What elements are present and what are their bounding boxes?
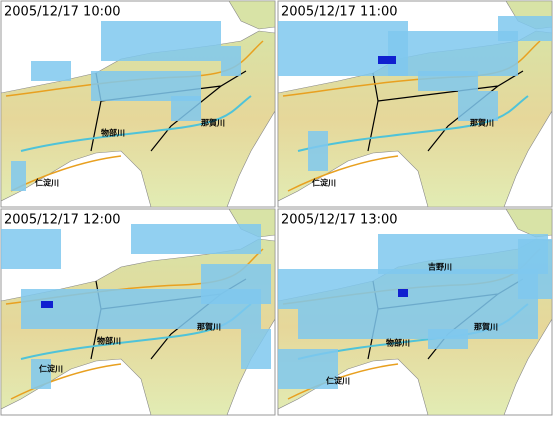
river (297, 95, 529, 152)
river-label: 物部川 (386, 338, 410, 348)
rain-area (221, 46, 241, 76)
river-label: 那賀川 (201, 118, 225, 128)
rain-area (518, 239, 552, 299)
rain-area (498, 16, 552, 41)
heavy-rain-area (398, 289, 408, 297)
rain-area (31, 61, 71, 81)
timestamp: 2005/12/17 10:00 (4, 5, 121, 20)
river-label: 仁淀川 (35, 178, 59, 188)
river-label: 仁淀川 (312, 178, 336, 188)
heavy-rain-area (41, 301, 53, 308)
rain-area (458, 91, 498, 121)
rain-area (298, 309, 538, 339)
river (20, 95, 252, 152)
rain-area (1, 229, 61, 269)
timestamp: 2005/12/17 11:00 (281, 5, 398, 20)
river-label: 吉野川 (428, 262, 452, 272)
rain-area (418, 71, 478, 91)
rain-area (171, 96, 201, 121)
rain-area (101, 21, 221, 61)
river-label: 那賀川 (474, 322, 498, 332)
rain-area (308, 131, 328, 171)
river-label: 那賀川 (470, 118, 494, 128)
rain-area (428, 329, 468, 349)
land (228, 1, 275, 30)
river-label: 仁淀川 (326, 376, 350, 386)
rain-area (201, 264, 271, 304)
timestamp: 2005/12/17 12:00 (4, 213, 121, 228)
rain-area (278, 349, 338, 389)
river-label: 物部川 (97, 336, 121, 346)
rain-area (388, 31, 518, 76)
rain-area (11, 161, 26, 191)
rain-area (131, 224, 261, 254)
heavy-rain-area (378, 56, 396, 64)
river-label: 仁淀川 (39, 364, 63, 374)
river-label: 物部川 (101, 128, 125, 138)
rain-area (31, 359, 51, 389)
river-label: 那賀川 (197, 322, 221, 332)
rain-area (278, 21, 408, 76)
timestamp: 2005/12/17 13:00 (281, 213, 398, 228)
rain-area (241, 329, 271, 369)
